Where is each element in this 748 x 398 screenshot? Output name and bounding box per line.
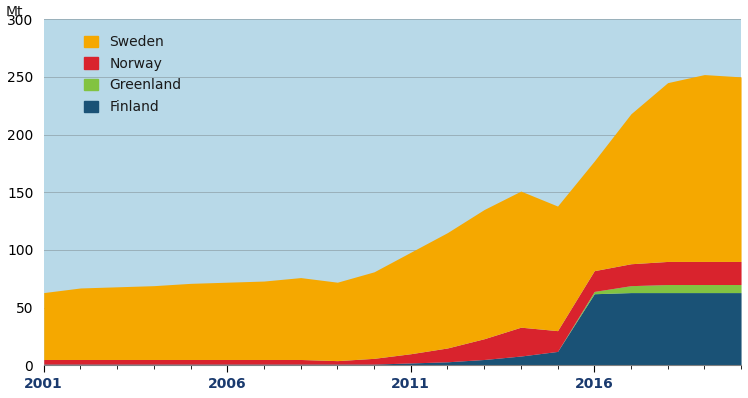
Text: Mt: Mt — [5, 5, 23, 20]
Legend: Sweden, Norway, Greenland, Finland: Sweden, Norway, Greenland, Finland — [79, 29, 187, 120]
